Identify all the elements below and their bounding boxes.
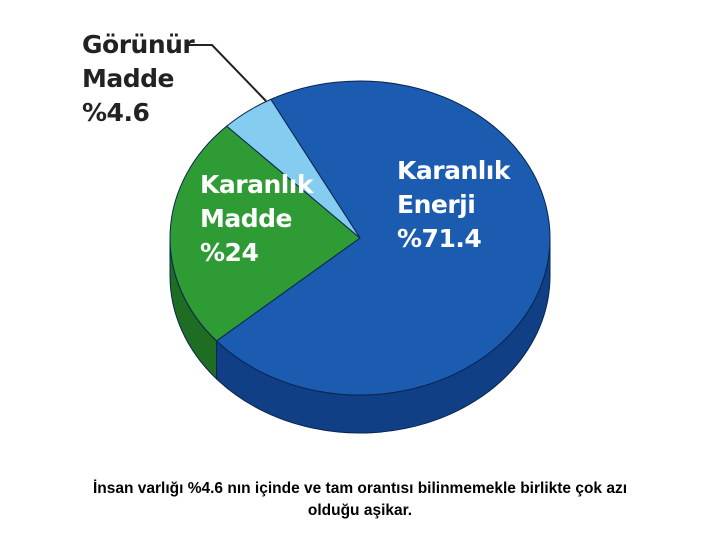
slice-label: Görünür Madde %4.6	[82, 28, 195, 130]
slice	[169, 125, 361, 342]
slice-label: Karanlık Madde %24	[200, 168, 314, 270]
category-label: Görünür Madde	[82, 30, 195, 93]
slice	[225, 98, 361, 239]
caption: İnsan varlığı %4.6 nın içinde ve tam ora…	[92, 480, 628, 519]
value-label: %24	[200, 238, 259, 267]
value-label: %4.6	[82, 98, 150, 127]
slice	[215, 80, 551, 396]
category-label: Karanlık Madde	[200, 170, 314, 233]
value-label: %71.4	[397, 224, 482, 253]
leader-line	[186, 44, 267, 102]
category-label: Karanlık Enerji	[397, 156, 511, 219]
slice-label: Karanlık Enerji %71.4	[397, 154, 517, 256]
